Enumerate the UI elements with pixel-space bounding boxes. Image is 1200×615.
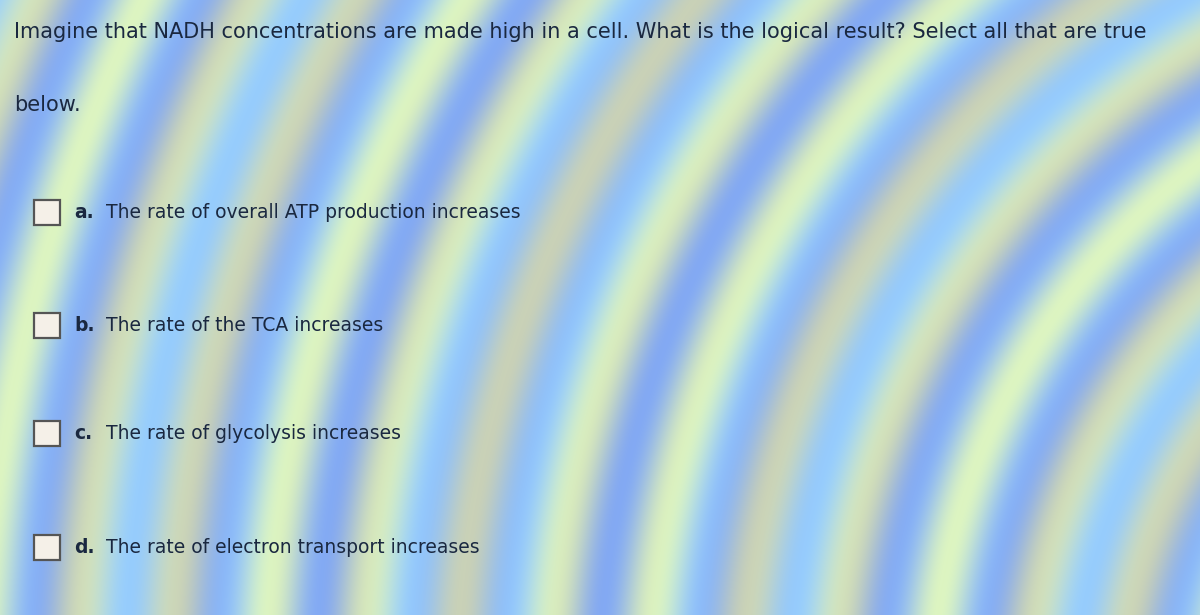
FancyBboxPatch shape <box>34 314 60 338</box>
Text: b.: b. <box>74 317 95 335</box>
Text: The rate of glycolysis increases: The rate of glycolysis increases <box>106 424 401 443</box>
FancyBboxPatch shape <box>34 421 60 446</box>
FancyBboxPatch shape <box>34 200 60 224</box>
Text: The rate of electron transport increases: The rate of electron transport increases <box>106 538 479 557</box>
Text: d.: d. <box>74 538 95 557</box>
Text: Imagine that NADH concentrations are made high in a cell. What is the logical re: Imagine that NADH concentrations are mad… <box>14 22 1147 42</box>
Text: a.: a. <box>74 203 94 221</box>
Text: below.: below. <box>14 95 82 116</box>
Text: The rate of the TCA increases: The rate of the TCA increases <box>106 317 383 335</box>
Text: The rate of overall ATP production increases: The rate of overall ATP production incre… <box>106 203 521 221</box>
FancyBboxPatch shape <box>34 535 60 560</box>
Text: c.: c. <box>74 424 92 443</box>
